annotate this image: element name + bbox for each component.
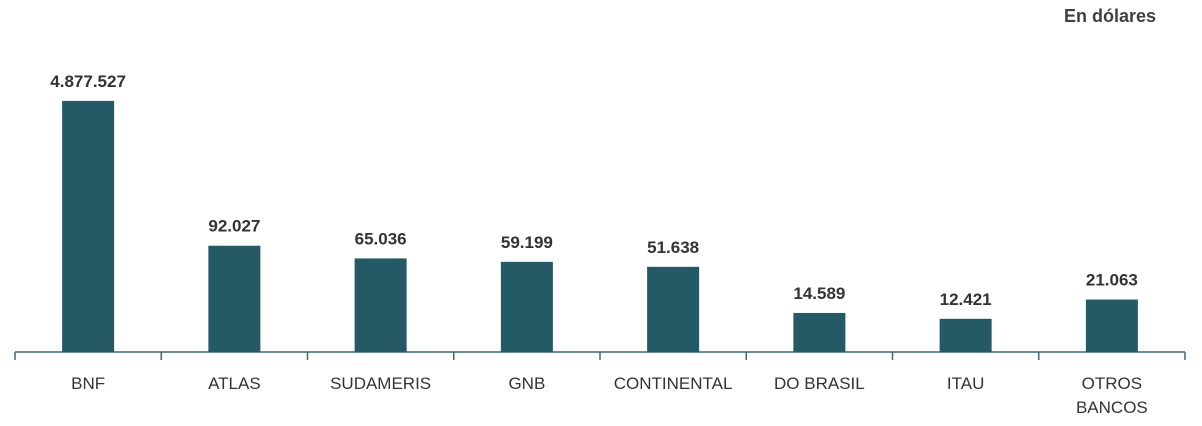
x-tick-label: ATLAS xyxy=(208,374,261,393)
value-label: 21.063 xyxy=(1086,271,1138,290)
x-tick-label: DO BRASIL xyxy=(774,374,865,393)
x-tick-label: ITAU xyxy=(946,374,985,393)
value-label: 4.877.527 xyxy=(50,72,126,91)
x-tick-label: CONTINENTAL xyxy=(613,374,733,393)
bar xyxy=(354,258,407,352)
value-label: 12.421 xyxy=(940,290,992,309)
bar xyxy=(500,261,553,352)
annotation: En dólares xyxy=(1063,6,1156,26)
value-label: 14.589 xyxy=(793,284,845,303)
x-tick-label: BNF xyxy=(71,374,106,393)
x-tick-label: GNB xyxy=(508,374,546,393)
bar xyxy=(1085,299,1138,352)
bar xyxy=(793,312,846,352)
value-label: 59.199 xyxy=(501,233,553,252)
bar xyxy=(62,100,115,352)
bar xyxy=(208,245,261,352)
bar xyxy=(647,266,700,352)
bar xyxy=(939,318,992,352)
x-tick-label: SUDAMERIS xyxy=(330,374,432,393)
x-tick-label: OTROS BANCOS xyxy=(1075,374,1148,417)
value-label: 65.036 xyxy=(355,229,407,248)
value-label: 92.027 xyxy=(208,217,260,236)
value-label: 51.638 xyxy=(647,238,699,257)
